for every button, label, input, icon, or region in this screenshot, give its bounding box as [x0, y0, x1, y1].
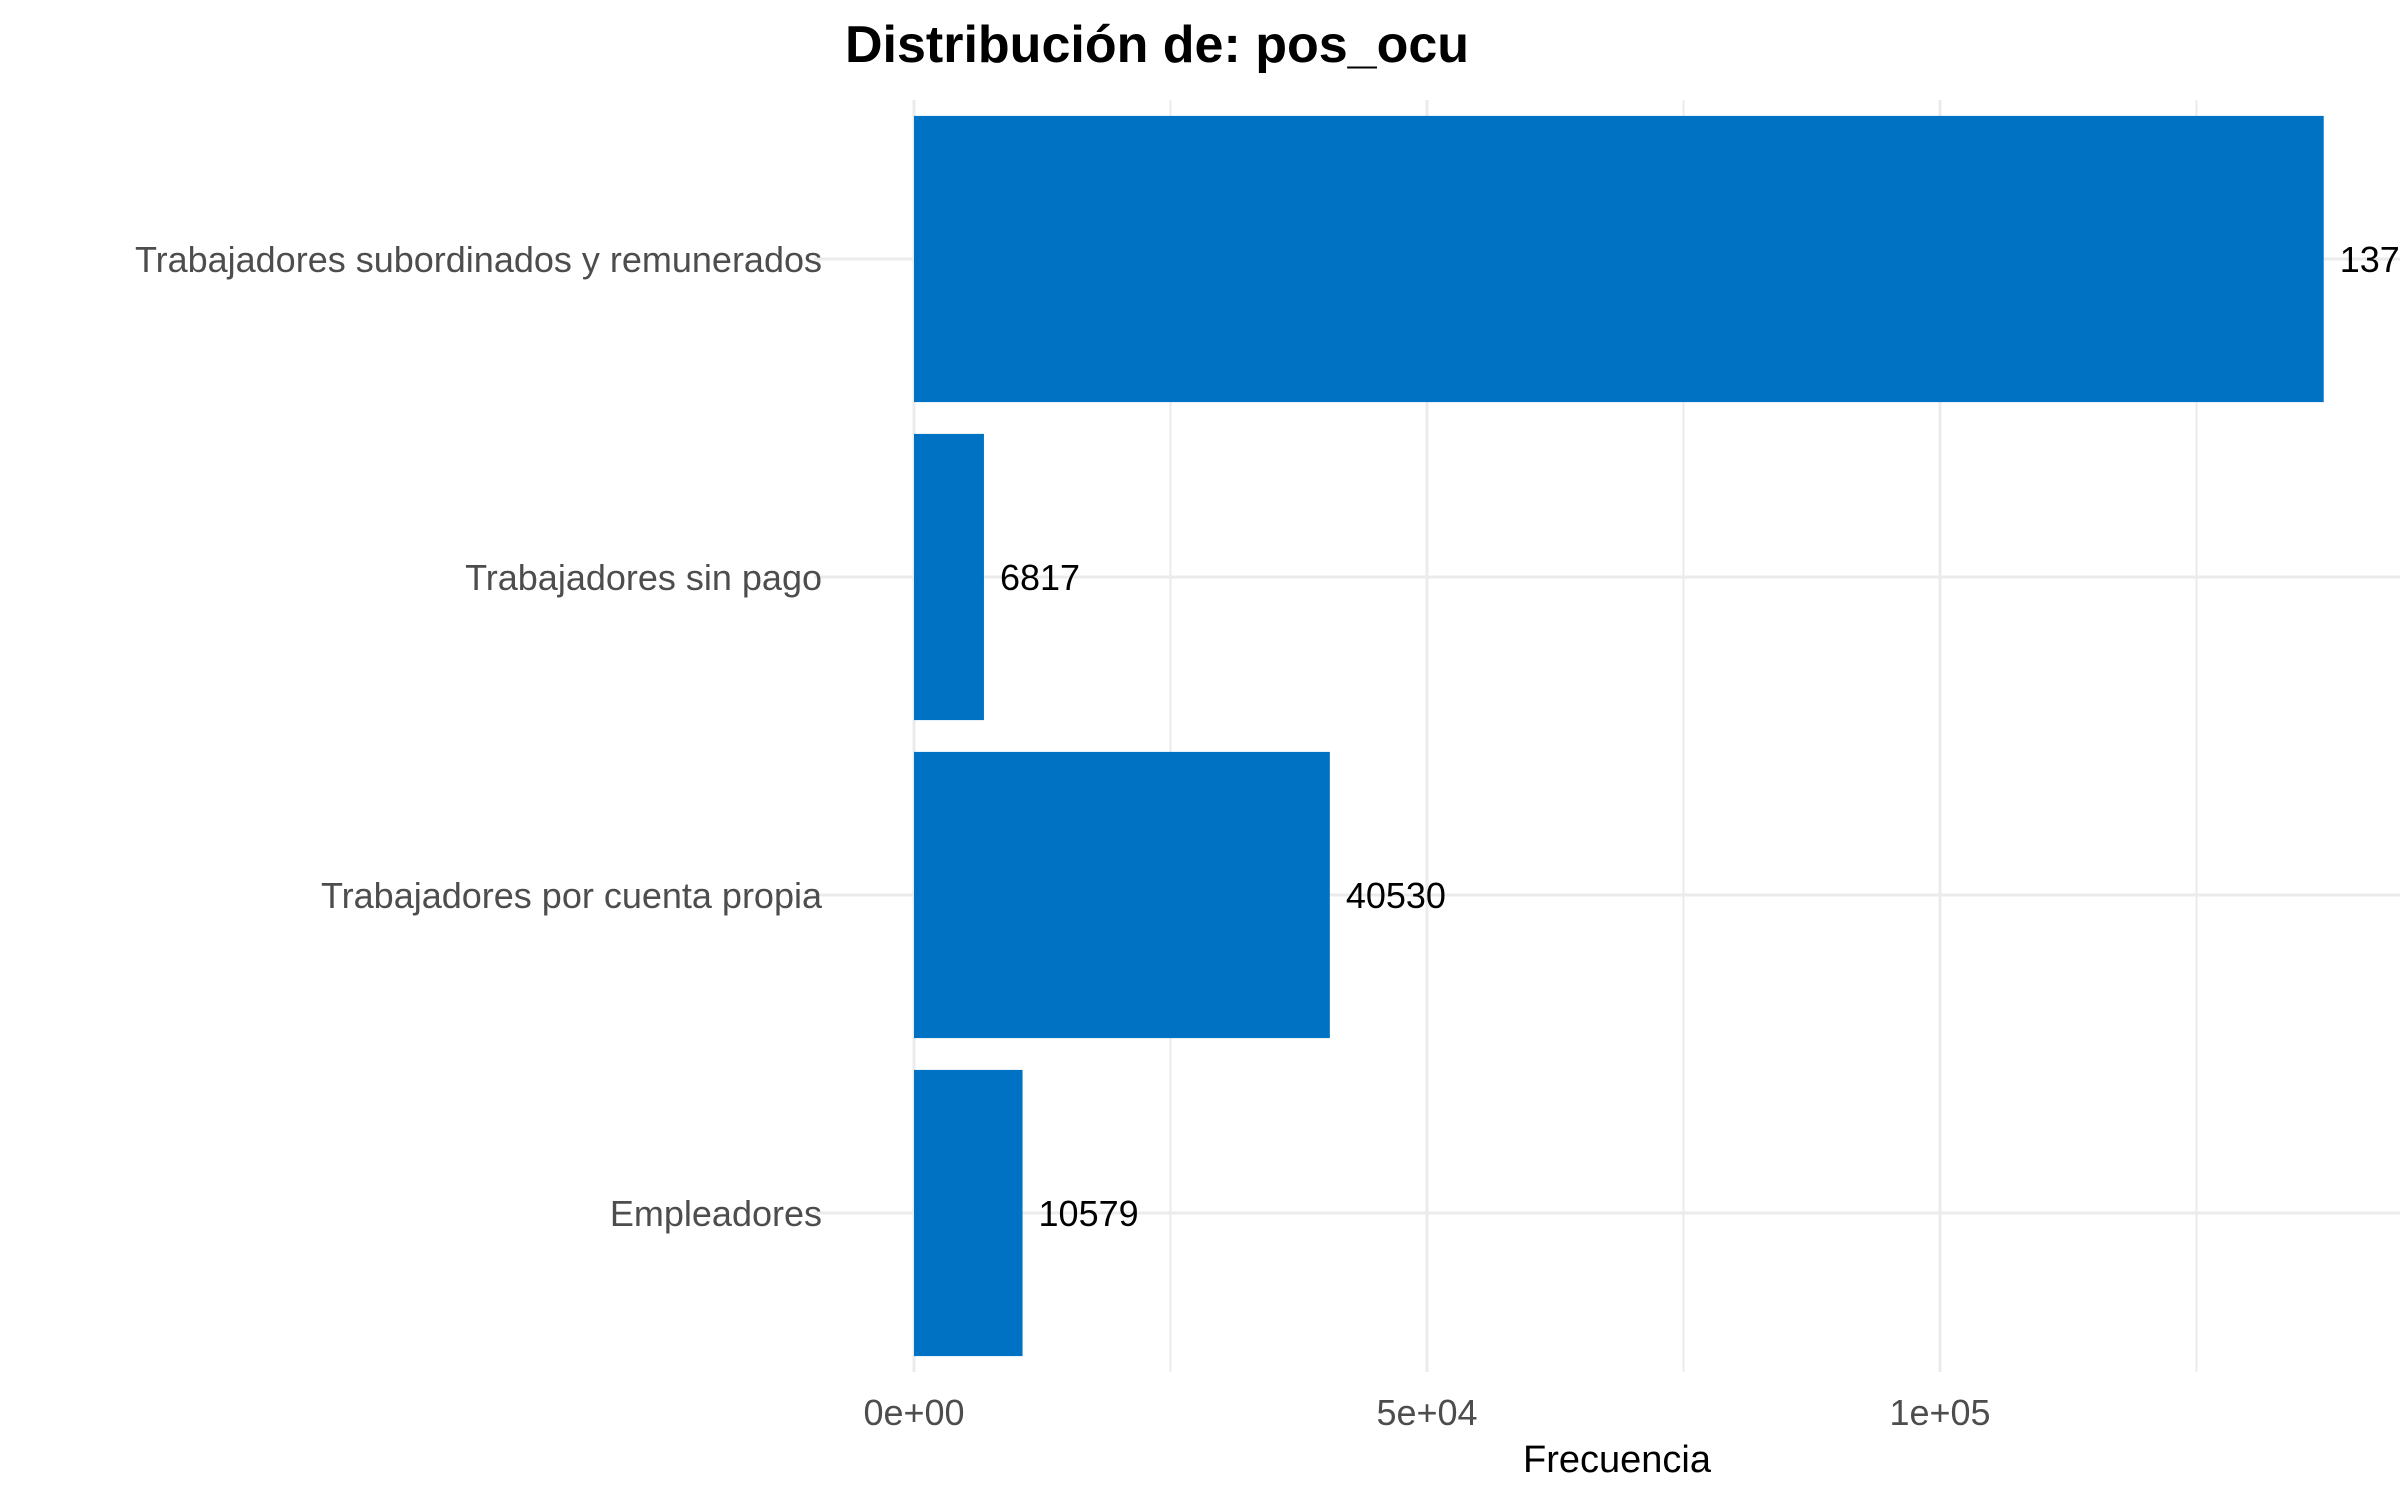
- bar-4: [914, 1069, 1023, 1357]
- x-tick-label: 5e+04: [1376, 1392, 1477, 1433]
- x-tick-label: 0e+00: [863, 1392, 964, 1433]
- category-label: Trabajadores por cuenta propia: [321, 875, 823, 916]
- category-label: Empleadores: [610, 1193, 822, 1234]
- bar-1: [914, 115, 2324, 403]
- bar-3: [914, 751, 1330, 1039]
- labels: Trabajadores subordinados y remunerados 1…: [135, 239, 2400, 1433]
- chart-title: Distribución de: pos_ocu: [845, 16, 1469, 74]
- bar-2: [914, 433, 984, 721]
- data-label: 40530: [1346, 875, 1446, 916]
- x-tick-label: 1e+05: [1889, 1392, 1990, 1433]
- category-label: Trabajadores sin pago: [465, 557, 822, 598]
- x-axis-title: Frecuencia: [1523, 1439, 1712, 1481]
- data-label: 6817: [1000, 557, 1080, 598]
- bars: [914, 115, 2324, 1357]
- category-label: Trabajadores subordinados y remunerados: [135, 239, 822, 280]
- data-label: 10579: [1039, 1193, 1139, 1234]
- data-label: 137400: [2340, 239, 2400, 280]
